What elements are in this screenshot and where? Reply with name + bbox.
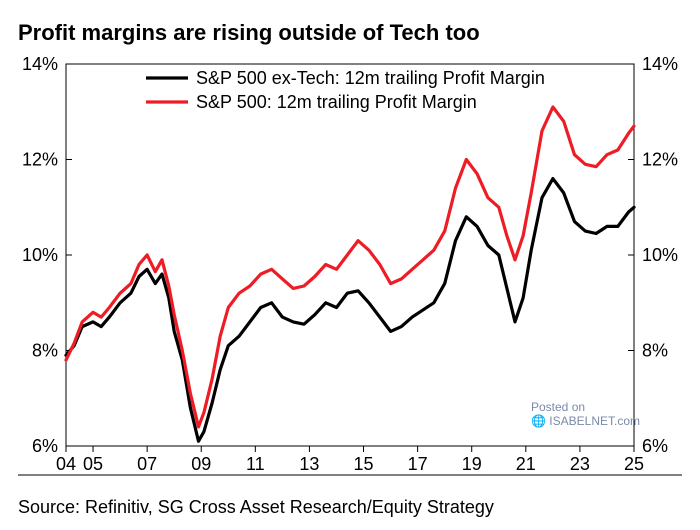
xlabel: 13	[299, 454, 319, 474]
ylabel-left: 12%	[22, 150, 58, 170]
ylabel-right: 14%	[642, 56, 678, 74]
ylabel-right: 12%	[642, 150, 678, 170]
xlabel: 09	[191, 454, 211, 474]
ylabel-right: 8%	[642, 341, 668, 361]
chart-container: Profit margins are rising outside of Tec…	[0, 0, 700, 530]
ylabel-left: 6%	[32, 436, 58, 456]
series-sp500	[66, 107, 634, 427]
chart-title: Profit margins are rising outside of Tec…	[18, 20, 480, 46]
xlabel: 23	[570, 454, 590, 474]
xlabel: 17	[408, 454, 428, 474]
xlabel: 25	[624, 454, 644, 474]
globe-icon: 🌐	[531, 414, 546, 428]
ylabel-left: 8%	[32, 341, 58, 361]
xlabel: 04	[56, 454, 76, 474]
watermark-line2: ISABELNET.com	[549, 414, 640, 428]
xlabel: 07	[137, 454, 157, 474]
watermark: Posted on 🌐 ISABELNET.com	[531, 400, 640, 428]
xlabel: 21	[516, 454, 536, 474]
xlabel: 05	[83, 454, 103, 474]
legend-label: S&P 500: 12m trailing Profit Margin	[196, 92, 477, 112]
ylabel-right: 6%	[642, 436, 668, 456]
xlabel: 19	[462, 454, 482, 474]
ylabel-left: 14%	[22, 56, 58, 74]
legend-label: S&P 500 ex-Tech: 12m trailing Profit Mar…	[196, 68, 545, 88]
xlabel: 15	[354, 454, 374, 474]
watermark-line1: Posted on	[531, 400, 585, 414]
ylabel-left: 10%	[22, 245, 58, 265]
xlabel: 11	[246, 454, 265, 474]
ylabel-right: 10%	[642, 245, 678, 265]
plot-border	[66, 64, 634, 446]
source-line: Source: Refinitiv, SG Cross Asset Resear…	[18, 497, 494, 518]
